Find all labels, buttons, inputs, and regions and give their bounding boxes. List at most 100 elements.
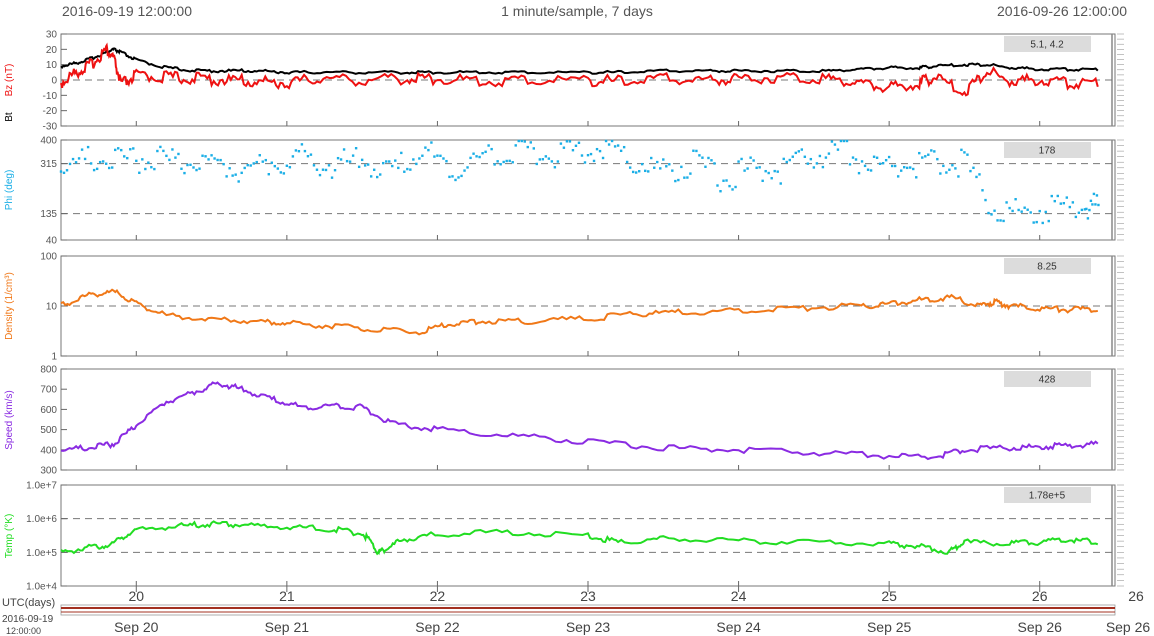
value-readout: 178 (1039, 146, 1056, 157)
data-point (132, 147, 135, 150)
data-point (1053, 199, 1056, 203)
data-point (884, 158, 888, 162)
data-point (231, 174, 234, 177)
data-point (129, 148, 132, 151)
data-point (421, 154, 424, 157)
value-readout: 5.1, 4.2 (1030, 40, 1064, 51)
data-point (388, 160, 391, 163)
y-tick-label: 700 (40, 385, 57, 396)
data-point (189, 163, 192, 166)
data-point (264, 158, 267, 162)
data-point (987, 211, 990, 215)
data-point (601, 156, 605, 160)
data-point (1020, 210, 1023, 213)
data-point (150, 166, 153, 169)
y-tick-label: 600 (40, 405, 57, 416)
y-tick-label: 40 (46, 236, 58, 247)
data-point (138, 171, 141, 174)
data-point (114, 148, 117, 152)
day-tick-label: 24 (731, 588, 747, 604)
panel-speed: 800 700 600 500 400 300 Speed (km/s) 428 (4, 365, 1124, 477)
data-point (1083, 208, 1087, 211)
data-point (192, 166, 195, 169)
data-point (294, 149, 298, 152)
data-point (502, 160, 505, 164)
data-point (532, 147, 535, 150)
panel-temperature: 1.0e+7 1.0e+6 1.0e+5 1.0e+4 Temp (°K) 1.78e+5 (4, 481, 1124, 593)
data-point (490, 147, 493, 151)
data-point (1085, 207, 1088, 211)
data-point (839, 139, 843, 143)
data-point (701, 156, 704, 159)
data-point (92, 168, 96, 172)
data-point (508, 159, 511, 163)
data-point (785, 160, 788, 164)
data-point (174, 156, 177, 159)
data-point (583, 161, 587, 164)
data-point (942, 164, 945, 168)
data-point (728, 184, 731, 188)
data-point (821, 165, 825, 169)
value-readout-box (1004, 371, 1091, 387)
data-point (1005, 201, 1008, 204)
data-point (568, 140, 572, 143)
data-point (887, 155, 891, 159)
data-point (758, 166, 761, 169)
data-point (1089, 199, 1093, 203)
data-point (237, 180, 240, 183)
data-point (677, 178, 680, 182)
data-point (1008, 206, 1011, 210)
data-point (403, 170, 406, 173)
data-point (279, 171, 283, 174)
data-point (291, 155, 295, 158)
data-point (628, 166, 632, 169)
data-point (963, 151, 966, 154)
data-point (872, 155, 876, 158)
data-point (906, 166, 909, 170)
end-time-label: 2016-09-26 12:00:00 (997, 3, 1127, 19)
day-tick-label-end: 26 (1128, 588, 1144, 604)
data-point (969, 169, 972, 173)
data-point (939, 172, 942, 175)
data-point (616, 144, 620, 147)
data-point (535, 162, 539, 166)
data-point (267, 173, 270, 176)
data-point (95, 167, 99, 171)
data-point (303, 149, 307, 153)
y-tick-label: -20 (43, 106, 58, 117)
data-point (800, 148, 804, 151)
data-point (881, 161, 885, 165)
data-point (716, 184, 719, 187)
data-point (704, 165, 707, 168)
data-point (406, 167, 409, 171)
data-point (719, 190, 722, 193)
y-axis-label: Bz (nT) (4, 64, 15, 97)
data-point (770, 177, 773, 180)
data-point (219, 158, 222, 162)
y-axis-label-bt: Bt (4, 112, 15, 122)
data-point (1095, 194, 1099, 197)
data-point (833, 143, 837, 146)
data-point (454, 178, 457, 182)
data-point (391, 164, 394, 168)
time-axis: UTC(days) 2016-09-19 12:00:00 (2, 597, 55, 636)
data-point (285, 164, 289, 167)
data-point (180, 167, 183, 170)
data-point (460, 174, 463, 178)
value-readout-box (1004, 36, 1091, 52)
data-point (713, 162, 716, 165)
y-tick-label: 1.0e+7 (26, 481, 57, 492)
data-point (436, 154, 439, 157)
data-point (869, 169, 873, 172)
data-point (707, 156, 710, 160)
data-point (65, 169, 69, 172)
day-tick-label: 23 (580, 588, 596, 604)
date-tick-label: Sep 23 (566, 619, 611, 635)
data-point (683, 176, 686, 179)
data-point (433, 155, 436, 158)
data-point (198, 167, 201, 170)
data-point (258, 154, 261, 157)
data-point (297, 150, 301, 153)
data-point (201, 154, 204, 157)
y-tick-label: 300 (40, 466, 57, 477)
